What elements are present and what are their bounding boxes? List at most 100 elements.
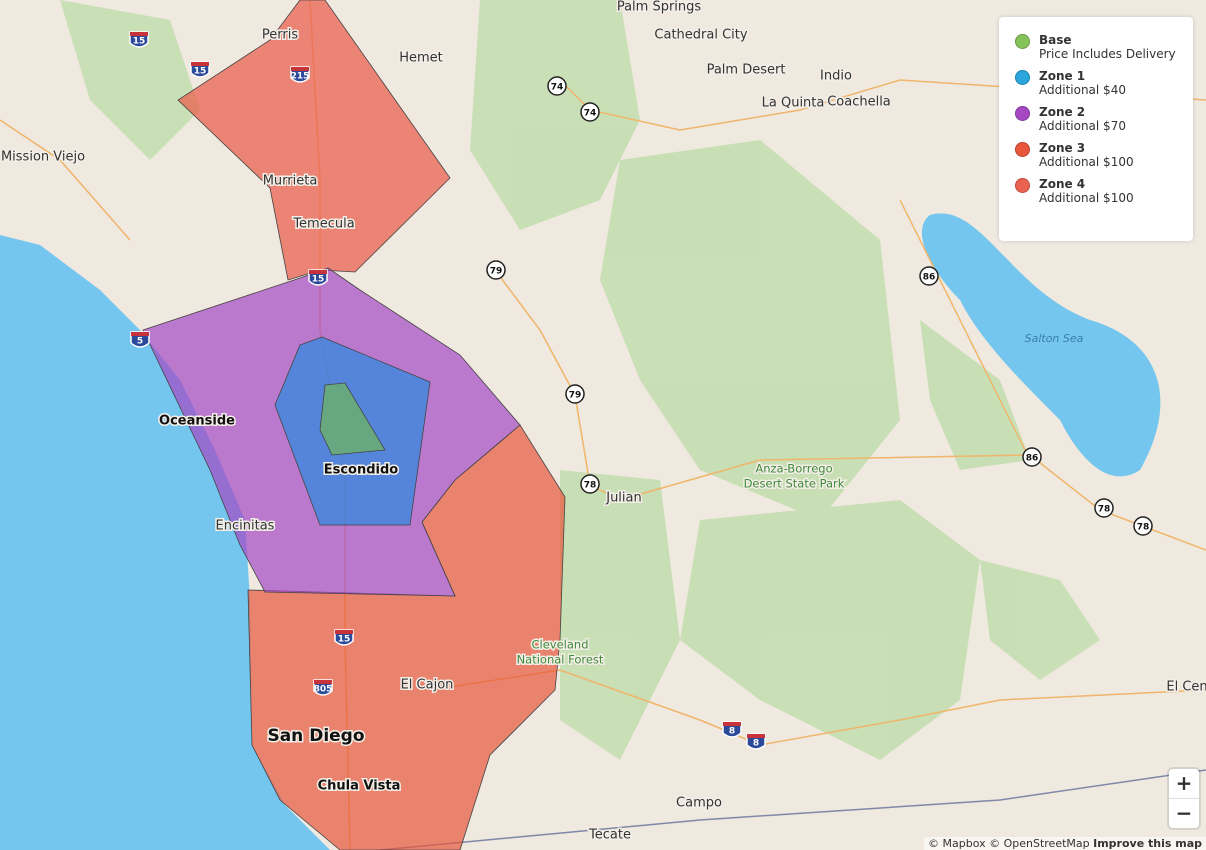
shield-shape [1094,498,1114,518]
shield-shape [1133,516,1153,536]
shield-label: 79 [569,391,582,401]
place-label: Salton Sea [1025,332,1084,345]
interstate-shield: 215 [290,66,310,83]
interstate-shield: 15 [190,61,210,78]
attribution: © Mapbox © OpenStreetMap Improve this ma… [924,837,1206,850]
place-label: Palm Desert [707,63,786,78]
shield-label: 5 [137,337,143,347]
legend-description: Price Includes Delivery [1039,47,1176,61]
legend-name: Zone 4 [1039,177,1086,191]
interstate-shield: 15 [334,629,354,646]
shield-label: 78 [1098,505,1111,515]
border [379,769,1206,850]
highway-shields: 15 15 215 15 5 15 805 8 8 74 74 79 79 78 86 86 78 78 [129,31,1153,750]
shield-label: 805 [314,685,333,695]
interstate-shield: 5 [130,331,150,348]
terrain [60,0,1100,760]
place-label: Chula Vista [318,779,401,794]
shield-label: 74 [551,83,564,93]
legend-item: Zone 4 Additional $100 [1015,177,1183,205]
place-label: Palm Springs [617,0,702,15]
attribution-osm[interactable]: © OpenStreetMap [989,837,1090,850]
place-label: Campo [676,796,722,811]
place-label: Julian [605,491,642,506]
improve-map-link[interactable]: Improve this map [1093,837,1202,850]
shield-top [314,680,332,684]
state-route-shield: 78 [1133,516,1153,536]
state-route-shield: 74 [547,76,567,96]
shield-shape [565,384,585,404]
shield-top [309,270,327,274]
legend-swatch [1015,178,1030,193]
legend-name: Zone 1 [1039,69,1086,83]
shield-label: 74 [584,109,597,119]
place-label: Indio [820,69,852,84]
legend-text: Zone 4 Additional $100 [1039,177,1134,205]
place-label: Desert State Park [744,477,845,491]
legend-name: Zone 2 [1039,105,1086,119]
interstate-shield: 8 [722,721,742,738]
place-label: Cathedral City [654,28,747,43]
state-route-shield: 79 [486,260,506,280]
zones [142,0,566,850]
shield-shape [919,266,939,286]
place-label: Anza-Borrego [755,462,832,476]
zoom-in[interactable]: + [1175,771,1193,795]
shield-label: 15 [338,635,351,645]
shield-top [723,722,741,726]
attribution-mapbox[interactable]: © Mapbox [928,837,986,850]
place-label: National Forest [517,653,604,667]
zoom-control: + − [1169,769,1199,828]
shield-shape [1022,447,1042,467]
state-route-shield: 86 [1022,447,1042,467]
zoom-out[interactable]: − [1169,798,1199,828]
shield-top [130,32,148,36]
legend: Base Price Includes Delivery Zone 1 Additio… [999,17,1193,241]
interstate-shield: 805 [313,679,333,696]
place-label: La Quinta [762,96,825,111]
legend-description: Additional $100 [1039,191,1134,205]
shield-shape [580,474,600,494]
legend-text: Zone 3 Additional $100 [1039,141,1134,169]
legend-swatch [1015,142,1030,157]
state-route-shield: 86 [919,266,939,286]
legend-name: Zone 3 [1039,141,1086,155]
state-route-shield: 74 [580,102,600,122]
zone-4 [177,0,451,281]
shield-top [747,734,765,738]
shield-top [191,62,209,66]
shield-shape [547,76,567,96]
base-zone [319,382,386,456]
place-label: San Diego [267,726,364,746]
place-label: El Cen [1166,680,1206,695]
shield-shape [580,102,600,122]
place-label: Encinitas [216,519,275,534]
shield-label: 8 [753,739,759,749]
place-label: Perris [262,28,298,43]
place-label: Cleveland [531,638,588,652]
state-route-shield: 78 [1094,498,1114,518]
shield-top [131,332,149,336]
shield-label: 215 [291,72,310,82]
legend-description: Additional $100 [1039,155,1134,169]
place-label: Coachella [827,95,891,110]
shield-top [291,67,309,71]
place-label: Hemet [399,51,443,66]
interstate-shield: 15 [129,31,149,48]
state-route-shield: 78 [580,474,600,494]
shield-label: 15 [312,275,325,285]
shield-label: 78 [584,481,597,491]
interstate-shield: 15 [308,269,328,286]
interstate-shield: 8 [746,733,766,750]
place-label: El Cajon [401,678,454,693]
legend-item: Base Price Includes Delivery [1015,33,1183,61]
legend-item: Zone 2 Additional $70 [1015,105,1183,133]
legend-item: Zone 3 Additional $100 [1015,141,1183,169]
legend-description: Additional $40 [1039,83,1126,97]
legend-text: Zone 2 Additional $70 [1039,105,1126,133]
place-label: Escondido [324,463,399,478]
place-label: Temecula [292,217,354,232]
state-route-shield: 79 [565,384,585,404]
legend-text: Base Price Includes Delivery [1039,33,1176,61]
